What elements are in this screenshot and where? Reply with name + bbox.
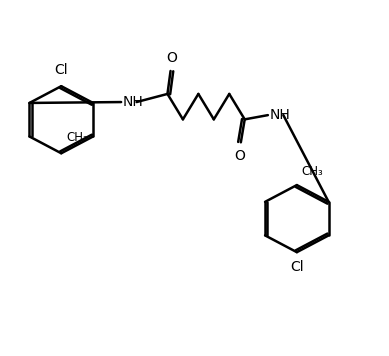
Text: CH₃: CH₃ — [67, 131, 88, 144]
Text: NH: NH — [123, 95, 144, 109]
Text: O: O — [166, 51, 177, 65]
Text: O: O — [235, 149, 245, 163]
Text: CH₃: CH₃ — [301, 165, 323, 178]
Text: Cl: Cl — [290, 260, 304, 274]
Text: Cl: Cl — [54, 63, 68, 77]
Text: NH: NH — [270, 108, 290, 122]
